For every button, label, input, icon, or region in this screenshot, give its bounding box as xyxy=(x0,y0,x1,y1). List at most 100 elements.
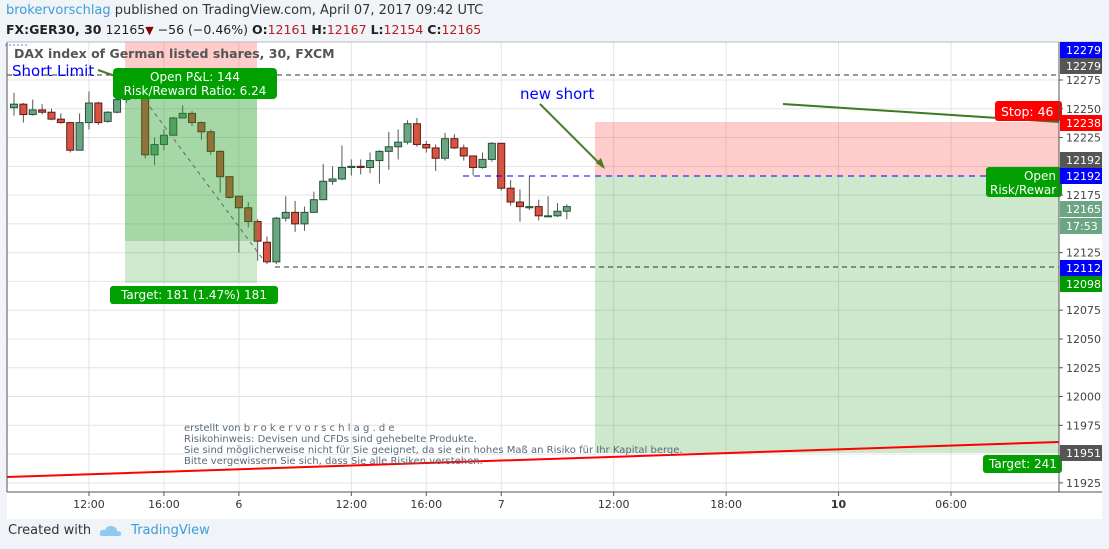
candle[interactable] xyxy=(281,196,290,222)
candle[interactable] xyxy=(394,129,403,160)
candle[interactable] xyxy=(94,101,103,125)
candle[interactable] xyxy=(309,191,318,213)
candle-body xyxy=(150,143,159,156)
candle[interactable] xyxy=(366,152,375,174)
x-tick-label: 6 xyxy=(235,498,242,511)
candle-body xyxy=(234,195,243,209)
price-tag: 12112 xyxy=(1060,260,1102,276)
candle[interactable] xyxy=(159,129,168,151)
close-label: C: xyxy=(427,22,442,37)
candle[interactable] xyxy=(47,108,56,121)
candle-body xyxy=(478,158,487,168)
candle-body xyxy=(562,206,571,212)
candle[interactable] xyxy=(328,166,337,185)
candle-body xyxy=(262,241,271,263)
y-tick-label: 12250 xyxy=(1066,103,1101,116)
candle[interactable] xyxy=(534,199,543,221)
candle[interactable] xyxy=(478,152,487,169)
x-tick-label: 10 xyxy=(831,498,847,511)
candle[interactable] xyxy=(234,195,243,253)
candle[interactable] xyxy=(28,99,37,116)
candle-body xyxy=(272,217,281,263)
candle[interactable] xyxy=(169,116,178,136)
author-link[interactable]: brokervorschlag xyxy=(6,3,111,18)
candle[interactable] xyxy=(150,137,159,166)
candle[interactable] xyxy=(10,92,18,116)
candle[interactable] xyxy=(497,142,506,191)
candle[interactable] xyxy=(412,117,421,147)
candle[interactable] xyxy=(253,219,262,261)
arrow-new-short xyxy=(539,103,604,168)
open-right-box[interactable] xyxy=(986,167,1062,197)
candle-body xyxy=(459,147,468,157)
stop-zone-left xyxy=(125,42,257,70)
candle-body xyxy=(319,180,328,201)
candle[interactable] xyxy=(356,159,365,175)
price-tag: 11951 xyxy=(1060,445,1102,461)
candle[interactable] xyxy=(562,204,571,220)
candle[interactable] xyxy=(553,203,562,217)
time-axis[interactable] xyxy=(7,492,1102,519)
price-tag-label: 17:53 xyxy=(1066,220,1098,233)
candle[interactable] xyxy=(178,105,187,119)
candle[interactable] xyxy=(459,144,468,161)
candle[interactable] xyxy=(84,91,93,130)
candle[interactable] xyxy=(487,142,496,162)
tradingview-cloud-icon xyxy=(99,525,122,536)
candle[interactable] xyxy=(319,164,328,201)
candle[interactable] xyxy=(300,206,309,231)
candle[interactable] xyxy=(262,236,271,265)
target-right-text: Target: 241 xyxy=(988,457,1057,471)
stop-right-box[interactable] xyxy=(995,101,1062,121)
tradingview-link[interactable]: TradingView xyxy=(131,523,210,538)
candle[interactable] xyxy=(450,134,459,150)
candle[interactable] xyxy=(38,104,47,115)
target-left-box[interactable] xyxy=(110,286,278,304)
candle[interactable] xyxy=(337,145,346,181)
price-tag: 12165 xyxy=(1060,201,1102,217)
candle[interactable] xyxy=(66,122,75,153)
candle[interactable] xyxy=(216,150,225,193)
candle[interactable] xyxy=(272,216,281,265)
target-right-box[interactable] xyxy=(983,455,1062,473)
change: −56 (−0.46%) xyxy=(157,22,248,37)
candle[interactable] xyxy=(244,202,253,228)
open-pl-label-box[interactable] xyxy=(113,68,277,99)
candle[interactable] xyxy=(225,176,234,199)
candle[interactable] xyxy=(188,111,197,127)
candle[interactable] xyxy=(515,189,524,222)
candle[interactable] xyxy=(347,159,356,176)
candle[interactable] xyxy=(441,132,450,161)
candle[interactable] xyxy=(291,200,300,232)
stop-right-text: Stop: 46 xyxy=(1001,104,1054,119)
candle[interactable] xyxy=(56,113,65,124)
candle[interactable] xyxy=(19,103,28,123)
candle[interactable] xyxy=(375,150,384,184)
candle-body xyxy=(253,221,262,242)
price-tag-label: 12279 xyxy=(1066,44,1101,57)
candle[interactable] xyxy=(431,144,440,171)
target-zone-left-filled xyxy=(125,98,257,241)
candle[interactable] xyxy=(75,113,84,151)
candle[interactable] xyxy=(103,111,112,123)
candle[interactable] xyxy=(197,121,206,140)
candle-body xyxy=(300,211,309,225)
candle[interactable] xyxy=(544,196,553,218)
footer: Created with TradingView xyxy=(8,523,210,538)
publish-info: brokervorschlag published on TradingView… xyxy=(6,3,483,18)
candle-body xyxy=(422,143,431,149)
candle[interactable] xyxy=(469,155,478,176)
candle[interactable] xyxy=(206,129,215,155)
candle[interactable] xyxy=(525,176,534,211)
candle-body xyxy=(356,165,365,168)
candle[interactable] xyxy=(384,131,393,170)
candle-body xyxy=(497,142,506,189)
new-short-label[interactable]: new short xyxy=(520,85,594,103)
trend-line-red[interactable] xyxy=(6,441,1060,478)
candle[interactable] xyxy=(422,141,431,153)
short-limit-label[interactable]: Short Limit xyxy=(12,62,94,80)
x-tick-label: 7 xyxy=(498,498,505,511)
candle[interactable] xyxy=(403,120,412,145)
candle[interactable] xyxy=(506,180,515,206)
